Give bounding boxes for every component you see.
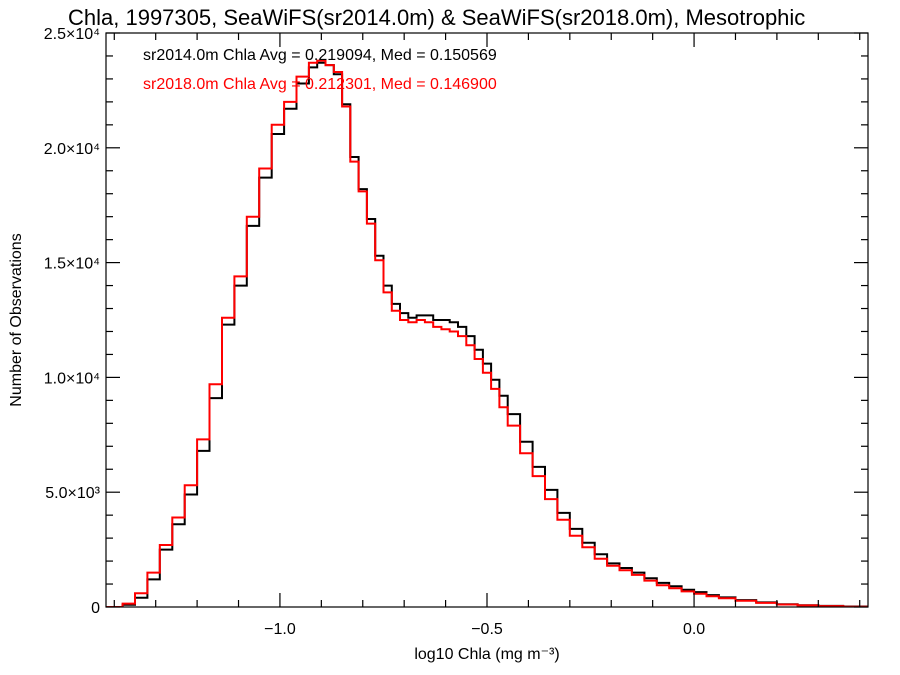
x-tick-label: −1.0 [264, 621, 296, 638]
y-tick-label: 1.5×10⁴ [44, 256, 100, 273]
x-axis-label: log10 Chla (mg m⁻³) [414, 646, 559, 663]
stats-annotation-sr2014: sr2014.0m Chla Avg = 0.219094, Med = 0.1… [143, 47, 497, 64]
plot-frame [105, 32, 869, 608]
series-line-1 [106, 61, 868, 607]
x-tick-label: 0.0 [683, 621, 705, 638]
ticks-layer: −1.0 −0.5 0.0 0 5.0×10³ 1.0×10⁴ 1.5×10⁴ 2.0×10⁴… [44, 26, 868, 638]
series-line-2 [106, 59, 868, 607]
y-tick-label: 0 [91, 600, 100, 617]
y-axis-label: Number of Observations [8, 233, 25, 406]
y-tick-label: 2.5×10⁴ [44, 26, 100, 43]
chart-title: Chla, 1997305, SeaWiFS(sr2014.0m) & SeaW… [68, 5, 805, 30]
series-layer [106, 59, 868, 607]
plot-area: −1.0 −0.5 0.0 0 5.0×10³ 1.0×10⁴ 1.5×10⁴ 2.0×10⁴… [44, 26, 869, 638]
y-tick-label: 5.0×10³ [45, 485, 100, 502]
stats-annotation-sr2018: sr2018.0m Chla Avg = 0.212301, Med = 0.1… [143, 76, 497, 93]
y-tick-label: 1.0×10⁴ [44, 370, 100, 387]
x-tick-label: −0.5 [471, 621, 503, 638]
y-tick-label: 2.0×10⁴ [44, 141, 100, 158]
